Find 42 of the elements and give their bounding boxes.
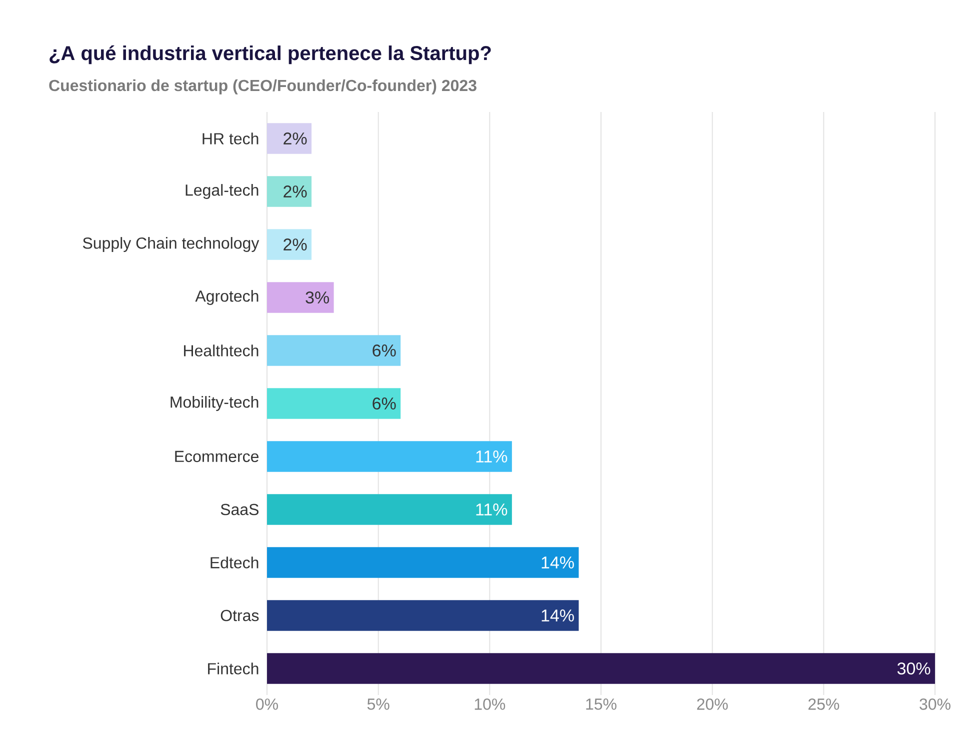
- bar: [267, 547, 579, 578]
- x-tick-label: 20%: [697, 698, 728, 710]
- data-label: 6%: [372, 344, 396, 357]
- y-tick-label: Otras: [220, 610, 259, 622]
- data-label: 11%: [476, 450, 508, 462]
- data-label: 2%: [284, 186, 307, 198]
- y-tick-label: Healthtech: [184, 344, 258, 356]
- chart-title: ¿A qué industria vertical pertenece la Startup?: [50, 45, 491, 64]
- bar: [267, 388, 401, 419]
- data-label: 2%: [284, 132, 307, 144]
- x-tick-label: 25%: [808, 698, 840, 710]
- bar: [267, 282, 334, 313]
- data-label: 30%: [897, 662, 930, 675]
- y-tick-label: Edtech: [210, 556, 258, 568]
- y-tick-label: SaaS: [220, 504, 258, 516]
- chart-subtitle: Cuestionario de startup (CEO/Founder/Co-founder) 2023: [49, 79, 476, 94]
- bar: [267, 653, 936, 684]
- y-tick-label: Agrotech: [195, 290, 258, 305]
- x-tick-label: 0%: [256, 698, 278, 710]
- x-tick-label: 5%: [367, 698, 390, 710]
- y-tick-label: Legal-tech: [186, 184, 258, 199]
- data-label: 14%: [542, 610, 574, 622]
- x-tick-label: 15%: [586, 698, 616, 710]
- data-label: 2%: [284, 238, 307, 250]
- data-label: 6%: [372, 397, 396, 410]
- y-tick-label: HR tech: [202, 132, 258, 144]
- y-tick-label: Fintech: [208, 662, 258, 674]
- y-tick-label: Supply Chain technology: [82, 237, 260, 252]
- data-label: 14%: [542, 556, 574, 568]
- bar: [267, 494, 512, 525]
- x-tick-label: 30%: [920, 698, 950, 710]
- bar: [267, 441, 512, 472]
- bar: [267, 335, 401, 366]
- bar: [267, 229, 312, 260]
- data-label: 3%: [306, 291, 329, 304]
- y-tick-label: Mobility-tech: [170, 396, 258, 411]
- y-tick-label: Ecommerce: [175, 450, 259, 462]
- data-label: 11%: [476, 504, 508, 516]
- bar: [267, 176, 312, 207]
- bar: [267, 123, 312, 154]
- bar: [267, 600, 579, 631]
- x-tick-label: 10%: [474, 698, 506, 710]
